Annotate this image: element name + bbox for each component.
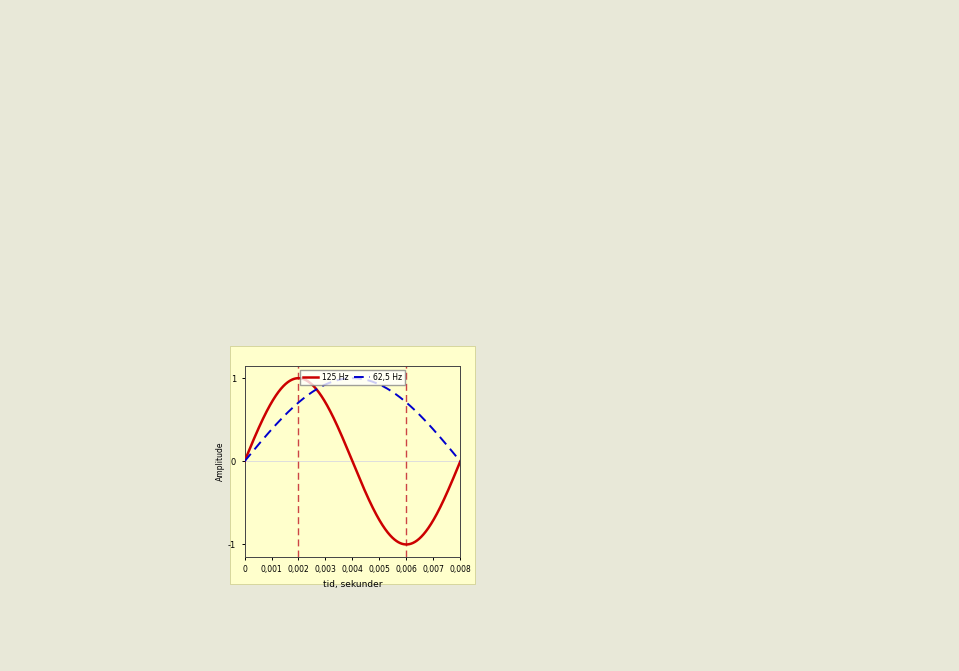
Y-axis label: Amplitude: Amplitude bbox=[216, 442, 225, 481]
X-axis label: tid, sekunder: tid, sekunder bbox=[322, 580, 383, 589]
Legend: 125 Hz, 62,5 Hz: 125 Hz, 62,5 Hz bbox=[300, 370, 405, 384]
